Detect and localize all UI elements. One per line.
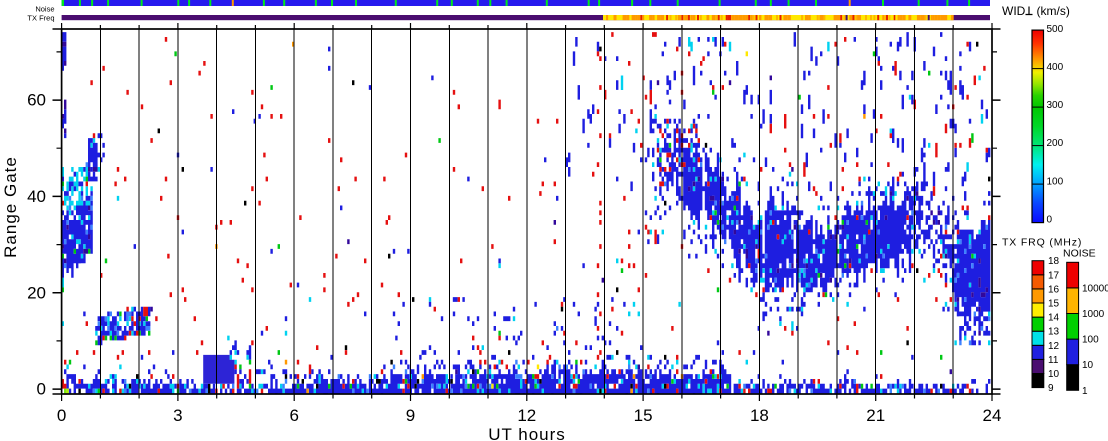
svg-text:Noise: Noise — [35, 4, 54, 13]
svg-text:16: 16 — [1048, 284, 1060, 295]
svg-text:100: 100 — [1082, 335, 1099, 346]
svg-text:9: 9 — [406, 406, 415, 425]
svg-text:11: 11 — [1048, 355, 1059, 366]
svg-text:TX Freq: TX Freq — [27, 13, 54, 22]
svg-text:6: 6 — [289, 406, 298, 425]
svg-text:500: 500 — [1047, 24, 1064, 35]
svg-text:3: 3 — [173, 406, 182, 425]
svg-text:17: 17 — [1048, 270, 1060, 281]
svg-text:NOISE: NOISE — [1063, 248, 1096, 260]
svg-text:UT hours: UT hours — [488, 425, 566, 441]
svg-text:14: 14 — [1048, 313, 1060, 324]
svg-text:300: 300 — [1047, 100, 1064, 111]
svg-text:(km/s): (km/s) — [1037, 4, 1070, 18]
svg-text:10: 10 — [1048, 369, 1060, 380]
svg-text:Range Gate: Range Gate — [1, 156, 20, 258]
svg-text:400: 400 — [1047, 62, 1064, 73]
svg-text:15: 15 — [1048, 299, 1060, 310]
svg-text:60: 60 — [27, 91, 46, 110]
svg-text:WID: WID — [1002, 4, 1026, 18]
svg-text:200: 200 — [1047, 138, 1064, 149]
svg-text:1000: 1000 — [1082, 309, 1105, 320]
svg-text:TX FRQ (MHz): TX FRQ (MHz) — [1002, 237, 1082, 249]
svg-text:20: 20 — [27, 283, 46, 302]
svg-text:0: 0 — [1047, 215, 1053, 226]
svg-text:15: 15 — [634, 406, 653, 425]
svg-text:10000: 10000 — [1082, 283, 1108, 294]
svg-text:18: 18 — [1048, 256, 1060, 267]
svg-text:21: 21 — [866, 406, 885, 425]
svg-text:1: 1 — [1082, 386, 1088, 397]
svg-text:0: 0 — [37, 380, 46, 399]
svg-text:12: 12 — [1048, 341, 1060, 352]
svg-text:18: 18 — [750, 406, 769, 425]
svg-text:100: 100 — [1047, 176, 1064, 187]
svg-text:10: 10 — [1082, 360, 1094, 371]
svg-text:24: 24 — [983, 406, 1002, 425]
svg-text:9: 9 — [1048, 383, 1054, 394]
svg-text:40: 40 — [27, 187, 46, 206]
svg-text:0: 0 — [57, 406, 66, 425]
svg-text:12: 12 — [517, 406, 536, 425]
svg-text:13: 13 — [1048, 327, 1060, 338]
